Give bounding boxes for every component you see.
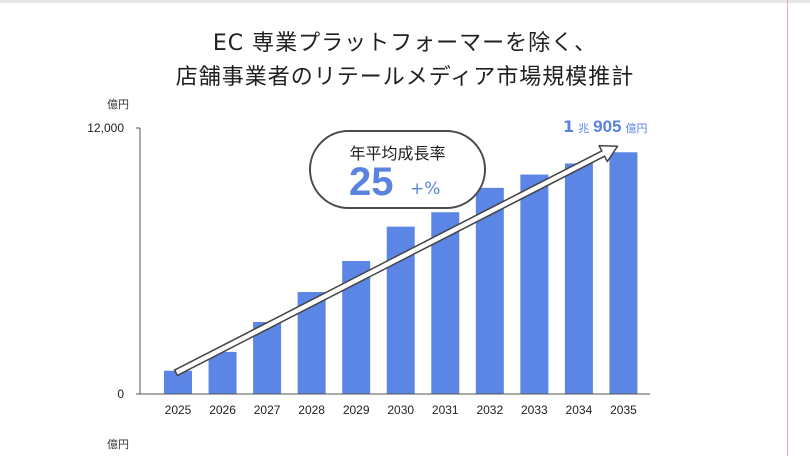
x-tick-label: 2027 <box>254 403 281 417</box>
y-axis-unit-label: 億円 <box>107 98 129 111</box>
x-tick-label: 2029 <box>343 403 370 417</box>
growth-rate-label: 年平均成長率 <box>349 144 446 163</box>
x-tick-label: 2032 <box>476 403 503 417</box>
final-value-part-1: 1 <box>563 117 575 136</box>
trend-arrow <box>173 144 619 377</box>
chart-title-line-1: EC 専業プラットフォーマーを除く、 <box>212 31 598 56</box>
x-tick-label: 2033 <box>521 403 548 417</box>
axes-group <box>136 127 650 395</box>
bar-2035 <box>609 152 638 394</box>
growth-rate-callout: 年平均成長率 25 +% <box>309 130 486 209</box>
bar-2026 <box>208 351 237 394</box>
y-tick-label: 0 <box>117 387 124 401</box>
growth-rate-value: 25 <box>349 160 394 204</box>
x-tick-labels-group: 2025 2026 2027 2028 2029 2030 2031 2032 2033 2034… <box>165 403 637 417</box>
chart-title-line-2: 店舗事業者のリテールメディア市場規模推計 <box>175 65 635 90</box>
x-tick-label: 2031 <box>432 403 459 417</box>
growth-rate-suffix: +% <box>410 179 441 199</box>
trend-arrow-shape <box>173 144 619 377</box>
final-value-unit-2: 億円 <box>625 122 648 135</box>
y-tick-label: 12,000 <box>87 121 124 135</box>
final-value-part-2: 905 <box>593 117 622 136</box>
x-tick-label: 2034 <box>566 403 593 417</box>
chart-title: EC 専業プラットフォーマーを除く、 店舗事業者のリテールメディア市場規模推計 <box>0 27 810 95</box>
y-tick-labels-group: 0 12,000 <box>87 121 124 401</box>
final-value-label: 1 兆 905 億円 <box>563 117 648 137</box>
top-divider <box>0 0 810 3</box>
x-axis-unit-label: 億円 <box>107 438 129 451</box>
bar-2034 <box>564 163 593 394</box>
bar-2033 <box>520 174 549 394</box>
bar-2025 <box>164 370 192 394</box>
bar-2032 <box>475 187 504 394</box>
x-tick-label: 2030 <box>387 403 414 417</box>
x-tick-label: 2025 <box>165 403 192 417</box>
x-tick-label: 2035 <box>610 403 637 417</box>
x-tick-label: 2028 <box>298 403 325 417</box>
x-tick-label: 2026 <box>209 403 236 417</box>
bars-group <box>164 152 638 394</box>
right-divider <box>787 0 788 456</box>
final-value-unit-1: 兆 <box>578 122 590 135</box>
